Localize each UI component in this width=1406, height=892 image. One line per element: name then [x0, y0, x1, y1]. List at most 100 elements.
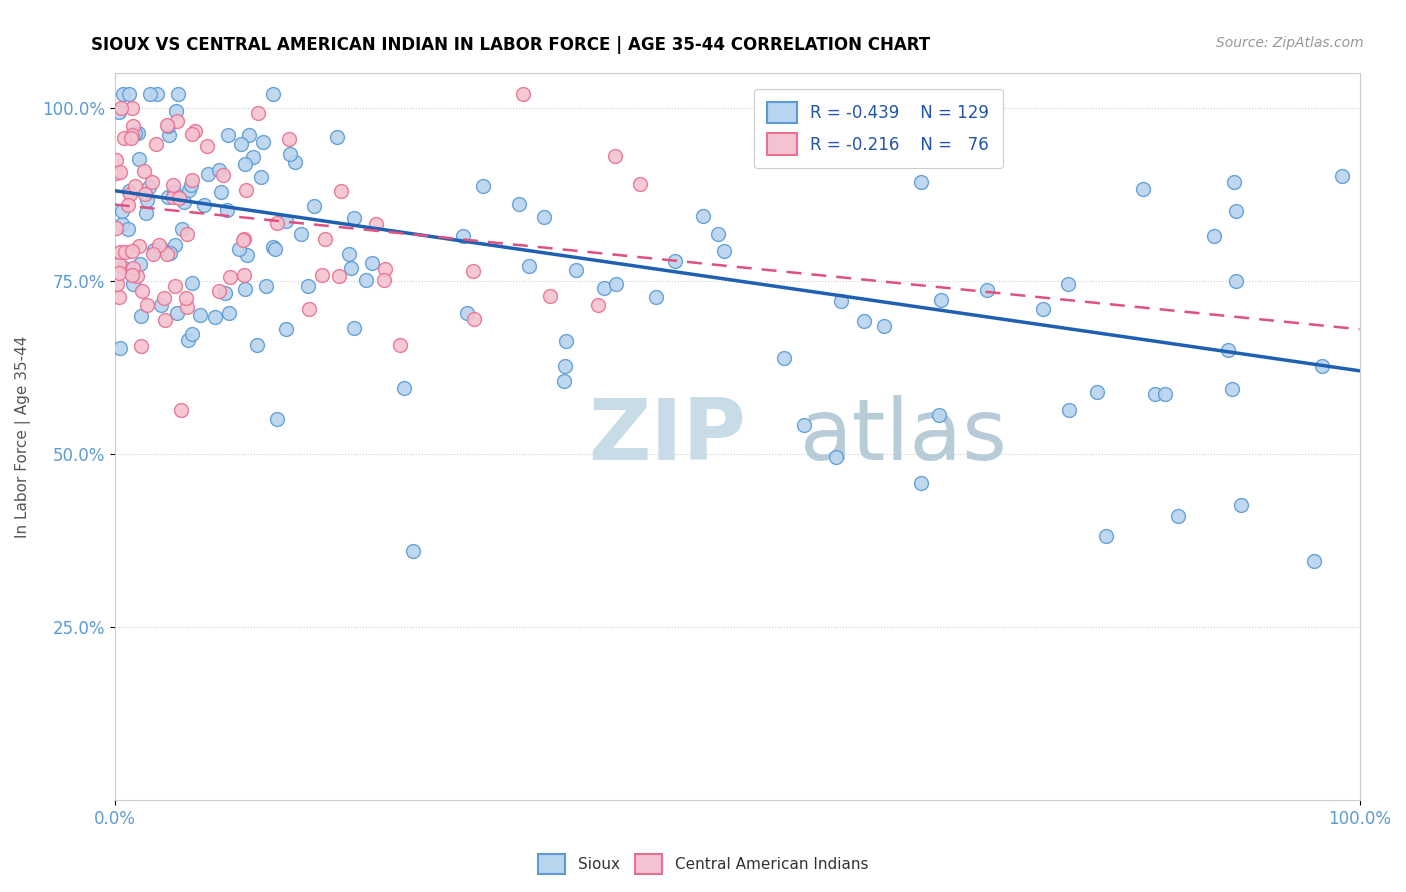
Point	[166, 306, 188, 320]
Point	[218, 306, 240, 320]
Point	[1225, 274, 1247, 288]
Point	[278, 132, 301, 146]
Point	[156, 190, 179, 204]
Point	[232, 268, 254, 283]
Text: atlas: atlas	[800, 395, 1008, 478]
Text: Source: ZipAtlas.com: Source: ZipAtlas.com	[1216, 36, 1364, 50]
Point	[1057, 402, 1080, 417]
Point	[120, 186, 142, 201]
Point	[118, 87, 141, 101]
Point	[156, 247, 179, 261]
Point	[195, 139, 218, 153]
Point	[1202, 228, 1225, 243]
Point	[208, 284, 231, 298]
Point	[142, 247, 165, 261]
Point	[117, 221, 139, 235]
Point	[553, 374, 575, 388]
Legend: R = -0.439    N = 129, R = -0.216    N =   76: R = -0.439 N = 129, R = -0.216 N = 76	[754, 88, 1002, 168]
Point	[1223, 175, 1246, 189]
Point	[181, 327, 204, 342]
Point	[232, 233, 254, 247]
Point	[554, 359, 576, 373]
Point	[928, 408, 950, 422]
Point	[136, 194, 159, 208]
Point	[211, 185, 233, 199]
Point	[274, 214, 297, 228]
Point	[167, 87, 190, 101]
Point	[519, 259, 541, 273]
Point	[121, 128, 143, 143]
Point	[228, 242, 250, 256]
Point	[169, 190, 191, 204]
Point	[176, 227, 198, 241]
Point	[128, 152, 150, 166]
Point	[122, 119, 145, 133]
Point	[280, 147, 302, 161]
Point	[343, 211, 366, 225]
Point	[508, 196, 530, 211]
Point	[128, 239, 150, 253]
Point	[131, 339, 153, 353]
Point	[121, 277, 143, 291]
Point	[121, 101, 143, 115]
Point	[181, 173, 204, 187]
Point	[664, 254, 686, 268]
Point	[593, 281, 616, 295]
Point	[555, 334, 578, 348]
Point	[129, 257, 152, 271]
Point	[645, 290, 668, 304]
Point	[131, 285, 153, 299]
Point	[329, 184, 352, 198]
Point	[105, 153, 128, 167]
Legend: Sioux, Central American Indians: Sioux, Central American Indians	[531, 848, 875, 880]
Point	[242, 150, 264, 164]
Point	[910, 175, 932, 189]
Point	[533, 210, 555, 224]
Point	[471, 179, 494, 194]
Point	[463, 311, 485, 326]
Point	[159, 128, 181, 143]
Point	[193, 197, 215, 211]
Point	[208, 162, 231, 177]
Point	[110, 341, 132, 355]
Point	[108, 244, 131, 259]
Point	[247, 105, 270, 120]
Point	[108, 267, 131, 281]
Y-axis label: In Labor Force | Age 35-44: In Labor Force | Age 35-44	[15, 335, 31, 538]
Point	[235, 183, 257, 197]
Point	[127, 126, 149, 140]
Point	[114, 261, 136, 276]
Point	[374, 262, 396, 277]
Point	[236, 248, 259, 262]
Point	[254, 279, 277, 293]
Point	[297, 279, 319, 293]
Point	[873, 318, 896, 333]
Point	[707, 227, 730, 241]
Point	[233, 232, 256, 246]
Point	[302, 199, 325, 213]
Point	[125, 268, 148, 283]
Point	[111, 217, 134, 231]
Point	[266, 411, 288, 425]
Point	[1154, 386, 1177, 401]
Point	[461, 264, 484, 278]
Point	[217, 128, 239, 142]
Point	[283, 154, 305, 169]
Point	[456, 306, 478, 320]
Point	[150, 241, 173, 255]
Text: SIOUX VS CENTRAL AMERICAN INDIAN IN LABOR FORCE | AGE 35-44 CORRELATION CHART: SIOUX VS CENTRAL AMERICAN INDIAN IN LABO…	[91, 36, 931, 54]
Point	[1094, 529, 1116, 543]
Point	[852, 313, 875, 327]
Point	[1144, 386, 1167, 401]
Point	[180, 276, 202, 290]
Point	[605, 149, 627, 163]
Point	[165, 104, 187, 119]
Point	[157, 119, 180, 133]
Point	[163, 186, 186, 200]
Point	[166, 114, 188, 128]
Point	[163, 237, 186, 252]
Point	[132, 163, 155, 178]
Point	[339, 261, 361, 276]
Point	[1218, 343, 1240, 358]
Point	[538, 288, 561, 302]
